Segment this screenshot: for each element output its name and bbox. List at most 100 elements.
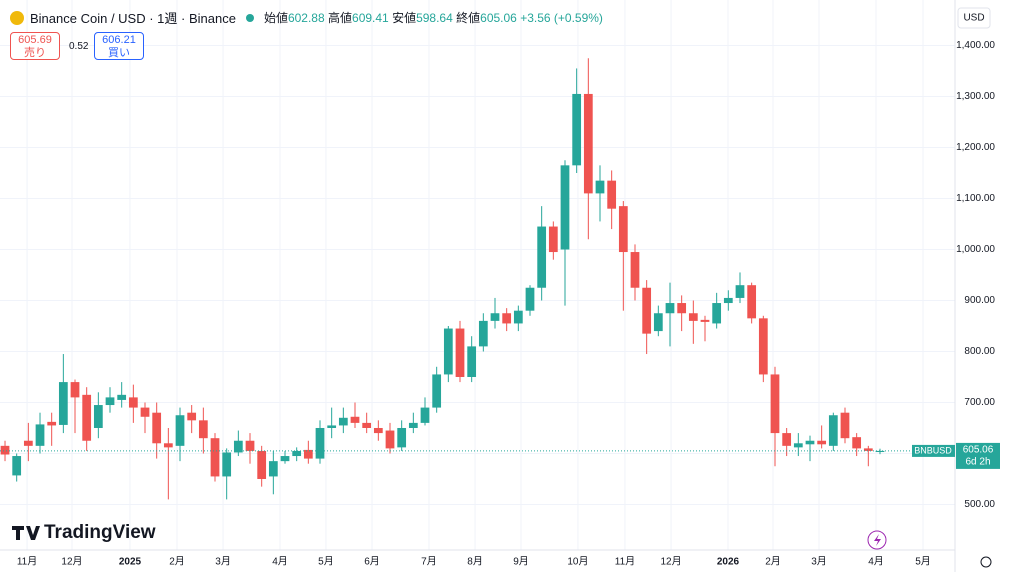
candle-body bbox=[82, 394, 92, 441]
candle-body bbox=[525, 287, 535, 311]
ohlc-label: 高値 bbox=[328, 11, 353, 25]
candle-body bbox=[677, 303, 687, 314]
candle-body bbox=[257, 450, 267, 479]
candle-body bbox=[198, 420, 208, 439]
candle-body bbox=[875, 450, 885, 453]
y-tick-label: 800.00 bbox=[964, 346, 995, 357]
candle-body bbox=[268, 461, 278, 477]
candle-body bbox=[607, 180, 617, 209]
currency: USD bbox=[963, 13, 984, 24]
candle-body bbox=[560, 165, 570, 250]
candle-body bbox=[852, 437, 862, 449]
candle-body bbox=[408, 422, 418, 428]
candle-body bbox=[128, 397, 138, 408]
candle-body bbox=[653, 313, 663, 332]
x-tick-label: 4月 bbox=[868, 556, 884, 568]
buy-button[interactable]: 606.21 買い bbox=[94, 32, 144, 60]
candle-body bbox=[642, 287, 652, 334]
event-icon-bolt bbox=[874, 534, 881, 546]
candle-body bbox=[175, 415, 185, 446]
settings-icon[interactable] bbox=[980, 556, 992, 568]
candle-body bbox=[467, 346, 477, 377]
candle-body bbox=[222, 452, 232, 477]
x-tick-label: 9月 bbox=[513, 556, 529, 568]
x-tick-label: 4月 bbox=[272, 556, 288, 568]
x-tick-label: 2月 bbox=[169, 556, 185, 568]
candle-body bbox=[292, 450, 302, 457]
candle-body bbox=[863, 448, 873, 451]
sell-price: 605.69 bbox=[18, 34, 52, 46]
candle-body bbox=[420, 407, 430, 423]
ohlc-label: 終値 bbox=[456, 11, 481, 25]
candle-body bbox=[700, 319, 710, 322]
candle-body bbox=[0, 445, 10, 455]
x-tick-label: 5月 bbox=[915, 556, 931, 568]
sell-button[interactable]: 605.69 売り bbox=[10, 32, 60, 60]
candle-body bbox=[747, 285, 757, 319]
candle-body bbox=[758, 318, 768, 375]
price-tag: 605.06 bbox=[963, 445, 994, 456]
currency-button[interactable] bbox=[957, 7, 991, 29]
candle-body bbox=[397, 427, 407, 448]
candle-body bbox=[140, 407, 150, 417]
buy-label: 買い bbox=[108, 47, 130, 59]
coin-icon bbox=[10, 10, 24, 25]
y-tick-label: 1,000.00 bbox=[956, 244, 995, 255]
candle-body bbox=[338, 417, 348, 426]
symbol-tag: BNBUSD bbox=[914, 445, 952, 455]
candle-body bbox=[630, 252, 640, 288]
candle-body bbox=[817, 440, 827, 445]
x-tick-label: 11月 bbox=[17, 556, 37, 568]
candle-body bbox=[233, 440, 243, 453]
candle-body bbox=[105, 397, 115, 406]
candle-body bbox=[35, 424, 45, 446]
x-tick-label: 7月 bbox=[421, 556, 437, 568]
x-tick-label: 2月 bbox=[765, 556, 781, 568]
candle-body bbox=[513, 310, 523, 324]
y-tick-label: 1,300.00 bbox=[956, 91, 995, 102]
candle-body bbox=[362, 422, 372, 428]
candle-body bbox=[782, 433, 792, 446]
candle-body bbox=[385, 430, 395, 449]
y-tick-label: 500.00 bbox=[964, 499, 995, 510]
candle-body bbox=[455, 328, 465, 377]
x-tick-label: 5月 bbox=[318, 556, 334, 568]
candle-body bbox=[537, 226, 547, 288]
ohlc-value: 602.88 bbox=[287, 11, 325, 25]
candle-body bbox=[723, 297, 733, 304]
candle-body bbox=[117, 394, 127, 400]
y-tick-label: 700.00 bbox=[964, 397, 995, 408]
candle-body bbox=[712, 303, 722, 324]
spread: 0.52 bbox=[69, 41, 89, 52]
candle-body bbox=[152, 412, 162, 444]
x-tick-label: 12月 bbox=[61, 556, 82, 568]
candle-body bbox=[443, 328, 453, 375]
candle-body bbox=[303, 449, 313, 459]
x-tick-label: 10月 bbox=[567, 556, 588, 568]
candle-body bbox=[93, 405, 103, 428]
ohlc-value: 598.64 bbox=[416, 11, 453, 25]
y-tick-label: 1,200.00 bbox=[956, 142, 995, 153]
candle-body bbox=[548, 226, 558, 253]
candle-body bbox=[595, 180, 605, 194]
y-tick-label: 900.00 bbox=[964, 295, 995, 306]
buy-price: 606.21 bbox=[102, 34, 136, 46]
x-tick-label: 8月 bbox=[467, 556, 483, 568]
candle-body bbox=[163, 443, 173, 448]
y-tick-label: 1,400.00 bbox=[956, 40, 995, 51]
candle-body bbox=[665, 303, 675, 314]
logo bbox=[12, 526, 40, 540]
candle-body bbox=[502, 313, 512, 324]
x-tick-label: 2026 bbox=[717, 557, 740, 568]
x-tick-label: 3月 bbox=[215, 556, 231, 568]
ohlc-value: 609.41 bbox=[352, 11, 389, 25]
candle-body bbox=[432, 374, 442, 408]
candle-body bbox=[478, 320, 488, 347]
candle-body bbox=[12, 456, 22, 476]
x-tick-label: 12月 bbox=[660, 556, 681, 568]
candle-body bbox=[490, 313, 500, 321]
candle-body bbox=[187, 412, 197, 421]
change: +3.56 (+0.59%) bbox=[520, 11, 603, 25]
